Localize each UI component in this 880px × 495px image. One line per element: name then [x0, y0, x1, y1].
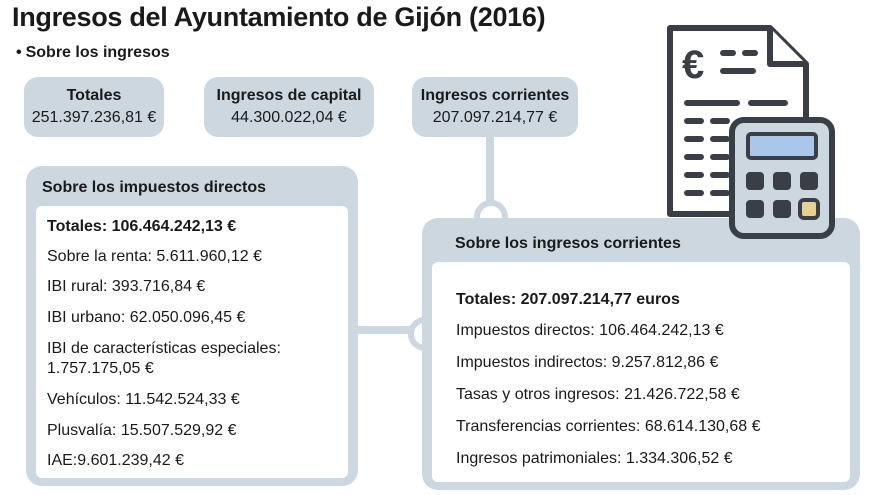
panel-corrientes-body: Totales: 207.097.214,77 euros Impuestos …: [432, 262, 850, 482]
directos-item: Sobre la renta: 5.611.960,12 €: [47, 248, 262, 265]
directos-item: Plusvalía: 15.507.529,92 €: [47, 422, 237, 439]
summary-totales-label: Totales: [66, 87, 122, 104]
summary-corrientes-value: 207.097.214,77 €: [432, 109, 558, 126]
directos-item: Vehículos: 11.542.524,33 €: [47, 391, 240, 408]
summary-corrientes-label: Ingresos corrientes: [420, 87, 570, 104]
connector-horizontal: [350, 326, 420, 334]
corrientes-item: Tasas y otros ingresos: 21.426.722,58 €: [456, 386, 740, 403]
summary-capital-label: Ingresos de capital: [216, 87, 362, 104]
summary-capital-value: 44.300.022,04 €: [231, 109, 347, 126]
summary-corrientes: Ingresos corrientes 207.097.214,77 €: [412, 77, 578, 137]
directos-item: IBI urbano: 62.050.096,45 €: [47, 309, 246, 326]
directos-item: IAE:9.601.239,42 €: [47, 452, 184, 469]
calculator-icon: [729, 117, 835, 239]
bullet: •: [16, 44, 22, 61]
section-subtitle: • Sobre los ingresos: [16, 44, 170, 62]
summary-capital: Ingresos de capital 44.300.022,04 €: [204, 77, 374, 137]
corrientes-item: Impuestos indirectos: 9.257.812,86 €: [456, 354, 719, 371]
summary-totales: Totales 251.397.236,81 €: [24, 77, 164, 137]
subtitle-text: Sobre los ingresos: [25, 44, 170, 61]
euro-symbol: €: [682, 43, 704, 87]
corrientes-item: Transferencias corrientes: 68.614.130,68…: [456, 418, 761, 435]
page-title: Ingresos del Ayuntamiento de Gijón (2016…: [12, 2, 546, 32]
directos-item: IBI rural: 393.716,84 €: [47, 278, 206, 295]
panel-directos-heading: Sobre los impuestos directos: [42, 179, 267, 196]
corrientes-item: Ingresos patrimoniales: 1.334.306,52 €: [456, 450, 733, 467]
corrientes-total: Totales: 207.097.214,77 euros: [456, 291, 680, 308]
panel-directos-body: Totales: 106.464.242,13 € Sobre la renta…: [36, 206, 348, 478]
panel-ingresos-corrientes: Sobre los ingresos corrientes Totales: 2…: [422, 218, 860, 490]
directos-total: Totales: 106.464.242,13 €: [47, 218, 237, 235]
invoice-calculator-illustration: €: [667, 25, 835, 239]
panel-impuestos-directos: Sobre los impuestos directos Totales: 10…: [26, 166, 358, 486]
panel-corrientes-heading: Sobre los ingresos corrientes: [455, 235, 681, 252]
corrientes-item: Impuestos directos: 106.464.242,13 €: [456, 322, 724, 339]
connector-vertical: [486, 136, 494, 206]
summary-totales-value: 251.397.236,81 €: [31, 109, 157, 126]
directos-item: IBI de características especiales: 1.757…: [47, 340, 281, 377]
